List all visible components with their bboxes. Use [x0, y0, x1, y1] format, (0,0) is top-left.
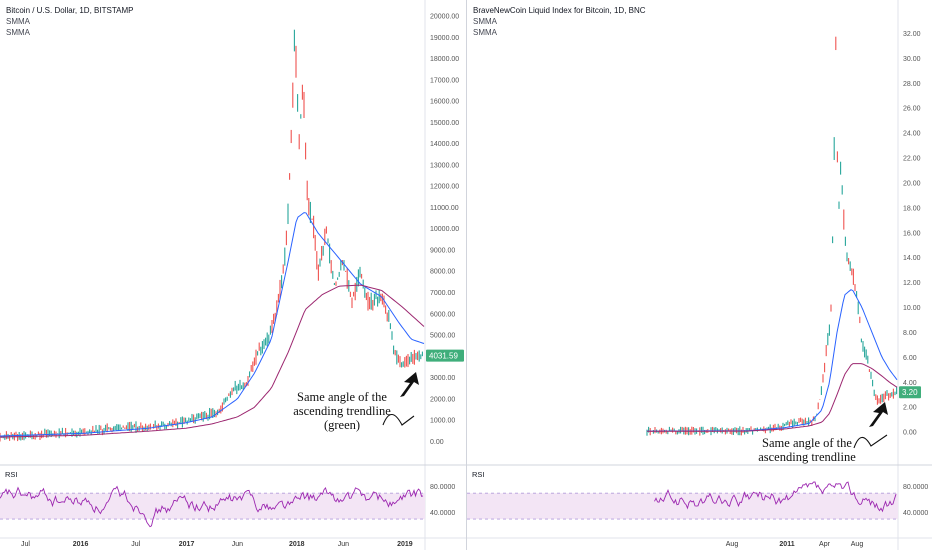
left-y-tick-label: 7000.00 — [430, 290, 455, 297]
left-trendline-sketch — [382, 413, 415, 426]
right-chart-pane[interactable]: BraveNewCoin Liquid Index for Bitcoin, 1… — [467, 0, 932, 550]
right-y-tick-label: 10.00 — [903, 305, 921, 312]
right-y-tick-label: 0.00 — [903, 430, 917, 437]
left-y-tick-label: 0.00 — [430, 439, 444, 446]
left-rsi-tick: 80.0000 — [430, 484, 455, 491]
right-y-tick-label: 22.00 — [903, 156, 921, 163]
right-chart-svg[interactable]: 32.00 30.00 28.00 26.00 24.00 22.00 20.00 18.00… — [467, 0, 932, 550]
right-smma-fast-line — [647, 289, 898, 432]
left-x-tick-label: Jul — [21, 541, 30, 548]
right-y-tick-label: 20.00 — [903, 180, 921, 187]
right-x-tick-label: Aug — [726, 541, 739, 548]
left-y-tick-label: 9000.00 — [430, 247, 455, 254]
left-rsi-tick: 40.0000 — [430, 510, 455, 517]
left-y-tick-label: 13000.00 — [430, 162, 459, 169]
left-rsi-band — [0, 493, 425, 520]
left-chart-title[interactable]: Bitcoin / U.S. Dollar, 1D, BITSTAMP — [6, 6, 134, 15]
left-y-tick-label: 17000.00 — [430, 77, 459, 84]
right-y-tick-label: 28.00 — [903, 81, 921, 88]
right-smma-1-label[interactable]: SMMA — [473, 17, 497, 26]
right-rsi-tick: 40.0000 — [903, 510, 928, 517]
left-rsi-label: RSI — [5, 470, 18, 479]
right-rsi-line — [654, 481, 897, 513]
right-smma-2-label[interactable]: SMMA — [473, 28, 497, 37]
left-y-tick-label: 1000.00 — [430, 418, 455, 425]
right-chart-title[interactable]: BraveNewCoin Liquid Index for Bitcoin, 1… — [473, 6, 646, 15]
left-x-tick-label: Jun — [232, 541, 243, 548]
left-smma-slow-line — [0, 284, 425, 438]
left-y-tick-label: 14000.00 — [430, 141, 459, 148]
right-last-price-text: 3.20 — [902, 388, 918, 397]
left-annotation-line: Same angle of the — [297, 390, 387, 404]
left-chart-pane[interactable]: Bitcoin / U.S. Dollar, 1D, BITSTAMP SMMA… — [0, 0, 466, 550]
left-y-tick-label: 10000.00 — [430, 226, 459, 233]
right-y-tick-label: 32.00 — [903, 31, 921, 38]
left-chart-svg[interactable]: 20000.00 19000.00 18000.00 17000.00 16000.00… — [0, 0, 466, 550]
left-x-tick-label: 2016 — [73, 541, 89, 548]
right-y-tick-label: 8.00 — [903, 330, 917, 337]
left-x-tick-label: Jul — [131, 541, 140, 548]
right-y-tick-label: 14.00 — [903, 255, 921, 262]
left-x-tick-label: 2017 — [179, 541, 195, 548]
left-y-tick-label: 2000.00 — [430, 396, 455, 403]
left-smma-1-label[interactable]: SMMA — [6, 17, 30, 26]
right-y-tick-label: 2.00 — [903, 405, 917, 412]
right-legend: BraveNewCoin Liquid Index for Bitcoin, 1… — [473, 5, 646, 38]
left-y-tick-label: 3000.00 — [430, 375, 455, 382]
left-y-tick-label: 15000.00 — [430, 120, 459, 127]
right-rsi-label: RSI — [472, 470, 485, 479]
right-rsi-band — [467, 493, 898, 520]
left-y-tick-label: 19000.00 — [430, 35, 459, 42]
left-smma-fast-line — [0, 212, 425, 437]
left-y-tick-label: 20000.00 — [430, 14, 459, 21]
pane-divider — [466, 0, 467, 550]
left-rsi-line — [0, 485, 424, 528]
right-y-tick-label: 16.00 — [903, 230, 921, 237]
left-last-price-text: 4031.59 — [429, 352, 458, 361]
right-trendline-sketch — [853, 434, 888, 449]
right-x-tick-label: Apr — [819, 541, 831, 548]
left-x-tick-label: 2018 — [289, 541, 305, 548]
left-last-price-badge — [426, 349, 464, 362]
left-x-tick-label: Jun — [338, 541, 349, 548]
left-annotation-line: ascending trendline — [293, 404, 391, 418]
left-y-tick-label: 5000.00 — [430, 333, 455, 340]
left-y-tick-label: 6000.00 — [430, 311, 455, 318]
left-y-tick-label: 12000.00 — [430, 184, 459, 191]
left-y-tick-label: 16000.00 — [430, 99, 459, 106]
left-x-tick-label: 2019 — [397, 541, 413, 548]
right-smma-slow-line — [647, 363, 898, 432]
left-y-tick-label: 11000.00 — [430, 205, 459, 212]
right-annotation-line: ascending trendline — [758, 450, 856, 464]
left-arrow-icon — [400, 372, 419, 397]
right-x-tick-label: Aug — [851, 541, 864, 548]
left-smma-2-label[interactable]: SMMA — [6, 28, 30, 37]
right-last-price-badge — [899, 386, 921, 399]
right-annotation-line: Same angle of the — [762, 436, 852, 450]
right-rsi-tick: 80.0000 — [903, 484, 928, 491]
right-x-tick-label: 2011 — [779, 541, 794, 548]
left-y-tick-label: 8000.00 — [430, 269, 455, 276]
left-annotation-line: (green) — [324, 418, 360, 432]
right-y-tick-label: 12.00 — [903, 280, 921, 287]
right-y-tick-label: 4.00 — [903, 380, 917, 387]
left-legend: Bitcoin / U.S. Dollar, 1D, BITSTAMP SMMA… — [6, 5, 133, 38]
left-y-tick-label: 18000.00 — [430, 56, 459, 63]
right-arrow-icon — [869, 402, 888, 427]
right-y-tick-label: 30.00 — [903, 56, 921, 63]
right-y-tick-label: 6.00 — [903, 355, 917, 362]
right-y-tick-label: 26.00 — [903, 106, 921, 113]
right-y-tick-label: 18.00 — [903, 205, 921, 212]
right-y-tick-label: 24.00 — [903, 131, 921, 138]
